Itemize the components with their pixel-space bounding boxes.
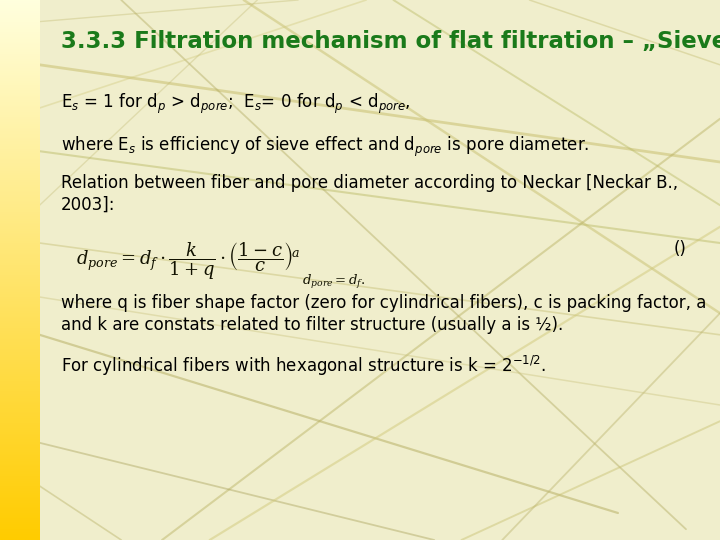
Text: $d_{pore} = d_f.$: $d_{pore} = d_f.$ (302, 273, 366, 291)
Text: Relation between fiber and pore diameter according to Neckar [Neckar B.,: Relation between fiber and pore diameter… (61, 174, 678, 192)
Text: For cylindrical fibers with hexagonal structure is k = 2$^{-1/2}$.: For cylindrical fibers with hexagonal st… (61, 354, 546, 378)
Text: (): () (673, 240, 686, 258)
Text: 2003]:: 2003]: (61, 195, 116, 213)
Text: E$_s$ = 1 for d$_p$ > d$_{pore}$;  E$_s$= 0 for d$_p$ < d$_{pore}$,: E$_s$ = 1 for d$_p$ > d$_{pore}$; E$_s$=… (61, 92, 411, 116)
Text: where E$_s$ is efficiency of sieve effect and d$_{pore}$ is pore diameter.: where E$_s$ is efficiency of sieve effec… (61, 135, 590, 159)
Text: 3.3.3 Filtration mechanism of flat filtration – „Sieve effect“: 3.3.3 Filtration mechanism of flat filtr… (61, 30, 720, 53)
Text: and k are constats related to filter structure (usually a is ½).: and k are constats related to filter str… (61, 316, 564, 334)
Text: $d_{pore} = d_f \cdot \dfrac{k}{1+q} \cdot \left(\dfrac{1-c}{c}\right)^{\!a}$: $d_{pore} = d_f \cdot \dfrac{k}{1+q} \cd… (76, 240, 300, 282)
Text: where q is fiber shape factor (zero for cylindrical fibers), c is packing factor: where q is fiber shape factor (zero for … (61, 294, 706, 312)
